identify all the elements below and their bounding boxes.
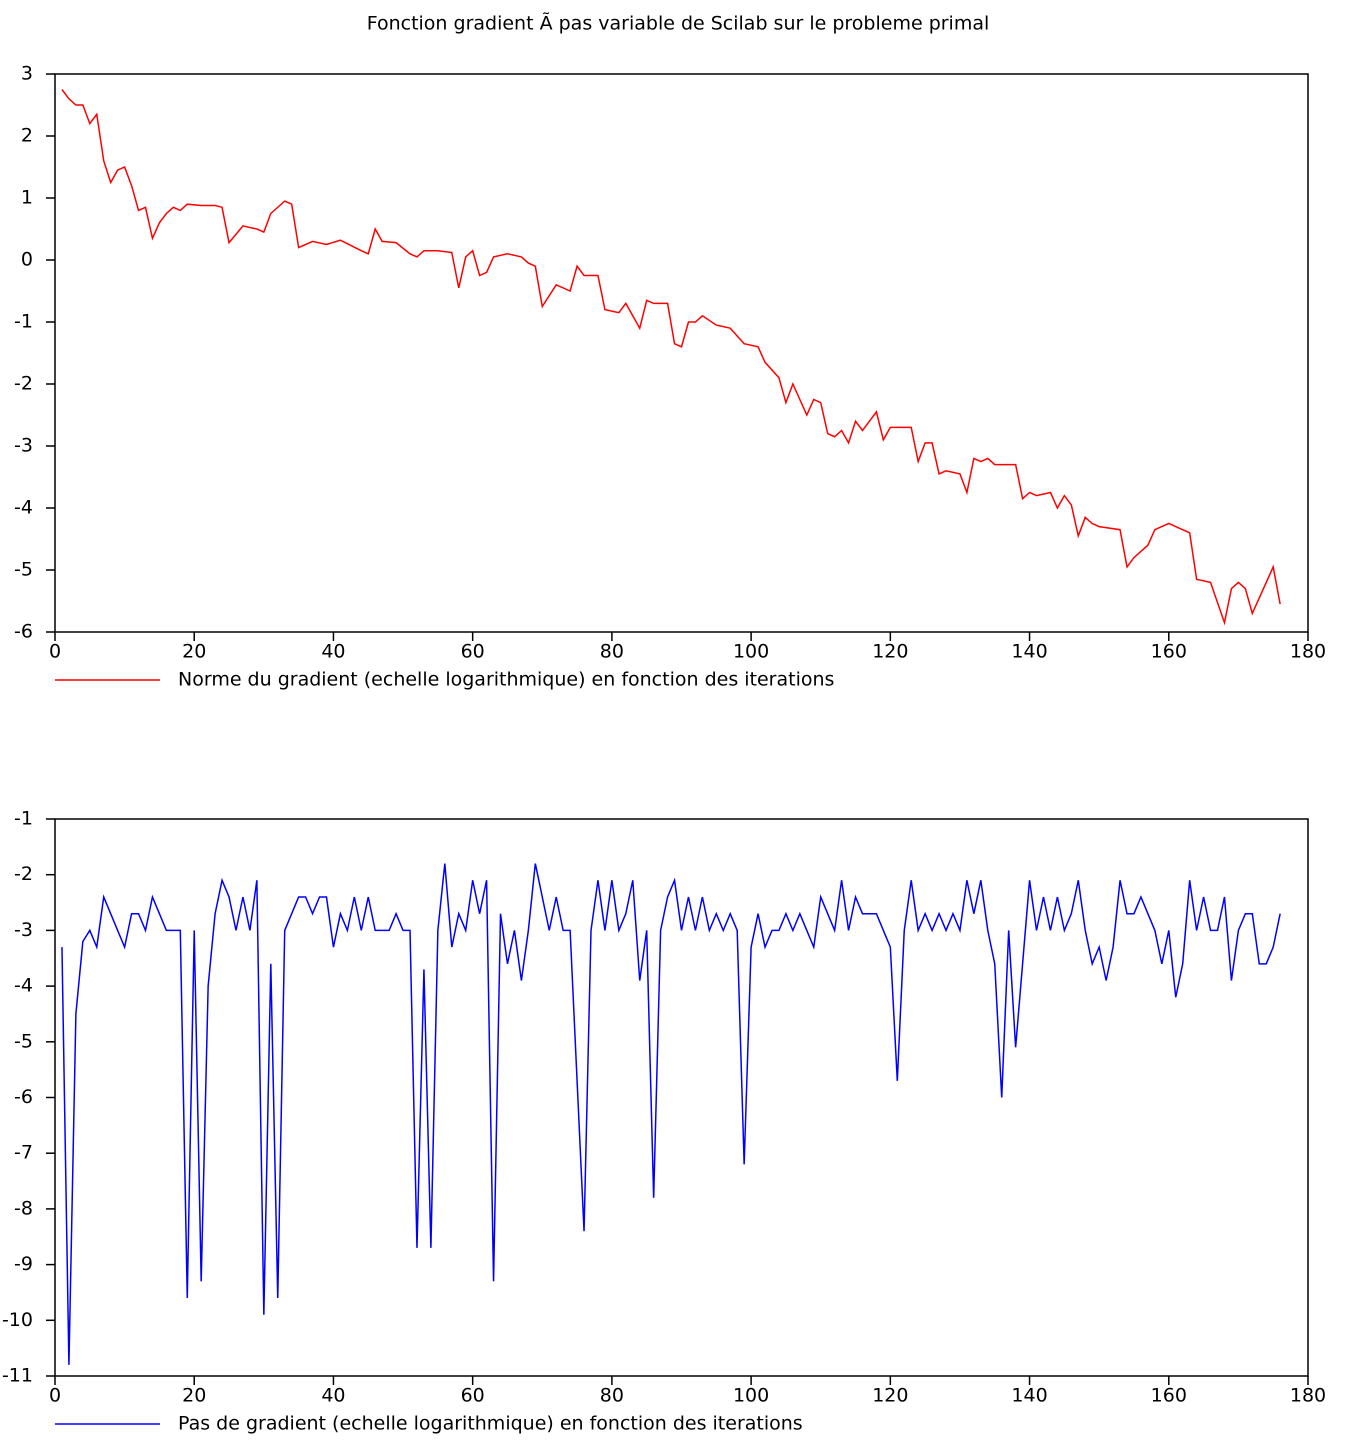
x-tick-label: 80 (600, 1385, 624, 1407)
x-tick-label: 160 (1151, 641, 1187, 663)
x-tick-label: 160 (1151, 1385, 1187, 1407)
y-tick-label: 1 (21, 187, 33, 209)
x-tick-label: 100 (733, 641, 769, 663)
plot-frame (54, 818, 1309, 1377)
y-tick-label: -10 (2, 1309, 33, 1331)
x-tick-label: 80 (600, 641, 624, 663)
x-tick-label: 140 (1011, 641, 1047, 663)
y-tick-label: -1 (14, 311, 33, 333)
data-line (61, 863, 1281, 1365)
y-tick-label: -6 (14, 621, 33, 643)
y-tick-label: -3 (14, 435, 33, 457)
x-tick-label: 120 (872, 1385, 908, 1407)
y-tick-label: -5 (14, 1030, 33, 1052)
x-tick-label: 180 (1290, 1385, 1326, 1407)
x-tick-label: 180 (1290, 641, 1326, 663)
x-tick-label: 20 (182, 1385, 206, 1407)
legend-label: Norme du gradient (echelle logarithmique… (178, 669, 834, 691)
y-tick-label: -5 (14, 559, 33, 581)
y-tick-label: -1 (14, 808, 33, 830)
figure-title: Fonction gradient Ã pas variable de Scil… (367, 12, 990, 35)
x-tick-label: 60 (461, 641, 485, 663)
x-tick-label: 100 (733, 1385, 769, 1407)
y-tick-label: -7 (14, 1142, 33, 1164)
plot-frame (54, 73, 1309, 633)
y-tick-label: -11 (2, 1365, 33, 1387)
x-tick-label: 60 (461, 1385, 485, 1407)
x-tick-label: 40 (321, 641, 345, 663)
y-tick-label: -6 (14, 1086, 33, 1108)
y-tick-label: 2 (21, 125, 33, 147)
x-tick-label: 40 (321, 1385, 345, 1407)
y-tick-label: -3 (14, 919, 33, 941)
y-tick-label: 0 (21, 249, 33, 271)
y-tick-label: -4 (14, 975, 33, 997)
x-tick-label: 140 (1011, 1385, 1047, 1407)
y-tick-label: -2 (14, 863, 33, 885)
y-tick-label: -2 (14, 373, 33, 395)
x-tick-label: 120 (872, 641, 908, 663)
y-tick-label: 3 (21, 63, 33, 85)
x-tick-label: 0 (49, 1385, 61, 1407)
x-tick-label: 0 (49, 641, 61, 663)
y-tick-label: -4 (14, 497, 33, 519)
x-tick-label: 20 (182, 641, 206, 663)
y-tick-label: -9 (14, 1253, 33, 1275)
y-tick-label: -8 (14, 1197, 33, 1219)
data-line (61, 89, 1281, 626)
legend-label: Pas de gradient (echelle logarithmique) … (178, 1413, 803, 1435)
